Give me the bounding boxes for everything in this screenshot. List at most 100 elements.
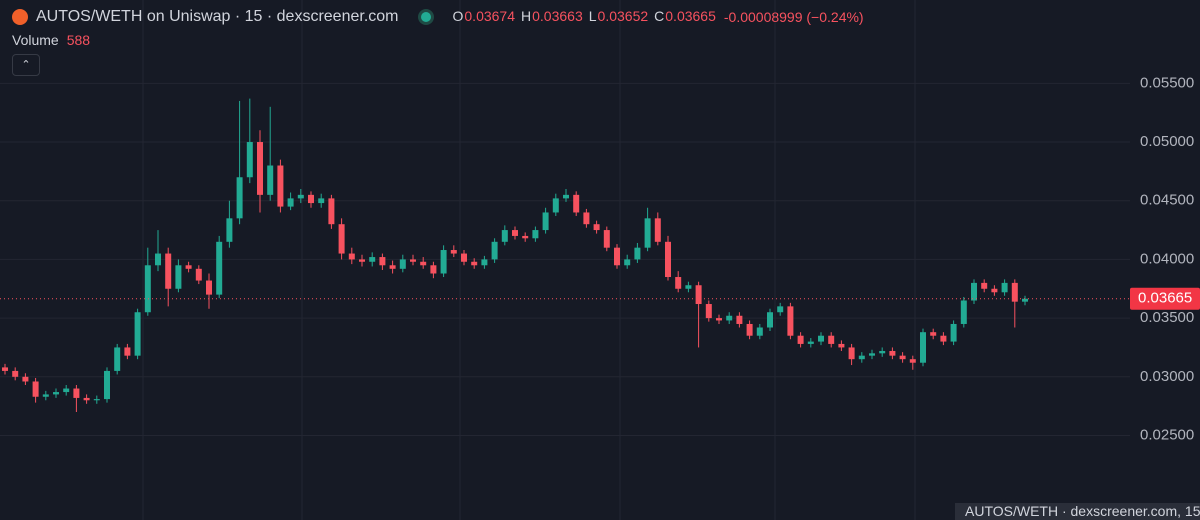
candle-body	[491, 241, 498, 260]
candle-body	[124, 347, 131, 356]
y-tick-label: 0.04000	[1140, 250, 1194, 267]
ohlc-key: O	[452, 8, 464, 24]
candle-body	[522, 235, 529, 239]
candle-body	[1022, 298, 1028, 302]
candle-body	[614, 247, 620, 266]
candle-body	[685, 285, 692, 289]
candle-body	[777, 306, 784, 313]
candle-body	[53, 392, 59, 395]
candle-body	[226, 218, 233, 242]
candle-body	[899, 355, 906, 360]
candle-body	[848, 347, 855, 360]
candle-body	[369, 257, 376, 262]
candle-body	[695, 285, 702, 305]
candle-body	[175, 265, 182, 289]
candle-body	[501, 230, 508, 242]
candle-body	[675, 277, 682, 289]
candle-body	[389, 265, 396, 269]
candle-body	[665, 241, 671, 278]
ohlc-value: 0.03665	[665, 8, 716, 24]
candle-body	[277, 165, 284, 207]
candle-body	[83, 397, 90, 401]
price-label: 0.03665	[1138, 290, 1192, 307]
candle-body	[195, 268, 202, 281]
candle-body	[573, 194, 580, 213]
candle-body	[981, 282, 988, 289]
candle-body	[348, 253, 355, 260]
ohlc-value: 0.03674	[464, 8, 515, 24]
y-tick-label: 0.05000	[1140, 133, 1194, 150]
candle-body	[2, 367, 8, 371]
collapse-button[interactable]: ⌃	[12, 54, 40, 76]
ohlc-key: C	[654, 8, 665, 24]
candle-body	[104, 370, 110, 400]
chart-title: AUTOS/WETH on Uniswap · 15 · dexscreener…	[36, 8, 399, 25]
candle-body	[450, 250, 457, 254]
candle-body	[165, 253, 172, 289]
candle-body	[787, 306, 794, 336]
token-icon	[12, 9, 28, 25]
candle-body	[155, 253, 161, 266]
candle-body	[246, 142, 253, 178]
candle-body	[471, 261, 478, 266]
ohlc-legend: O0.03674 H0.03663 L0.03652 C0.03665	[447, 8, 716, 26]
candle-body	[909, 359, 916, 363]
candle-body	[971, 282, 977, 301]
candle-body	[12, 370, 19, 377]
y-tick-label: 0.02500	[1140, 426, 1194, 443]
status-dot	[420, 12, 431, 22]
candle-body	[1001, 282, 1008, 293]
candle-body	[257, 142, 263, 195]
candle-body	[430, 265, 437, 274]
candle-body	[634, 247, 641, 260]
candle-body	[950, 323, 957, 342]
candle-body	[828, 335, 835, 344]
candle-body	[756, 327, 763, 336]
candle-body	[134, 312, 141, 356]
candle-body	[716, 318, 722, 321]
candle-body	[889, 350, 896, 356]
candle-body	[93, 399, 100, 401]
candle-body	[552, 198, 559, 213]
ohlc-key: H	[521, 8, 532, 24]
candle-body	[869, 353, 875, 356]
candle-body	[440, 250, 447, 274]
candle-body	[185, 265, 192, 269]
candle-body	[512, 230, 518, 236]
candle-body	[838, 343, 845, 348]
candle-body	[593, 224, 600, 231]
candle-body	[328, 198, 335, 225]
change: -0.00008999 (−0.24%)	[723, 9, 864, 25]
candle-body	[73, 388, 80, 398]
candle-body	[624, 259, 631, 266]
candle-body	[991, 288, 998, 293]
volume-label: Volume	[12, 32, 59, 48]
candle-body	[542, 212, 549, 231]
candle-body	[338, 224, 345, 254]
candle-body	[930, 332, 937, 336]
candle-body	[206, 280, 212, 295]
candle-body	[144, 265, 151, 313]
ohlc-key: L	[588, 8, 597, 24]
candle-body	[736, 315, 743, 324]
candle-body	[287, 198, 294, 207]
ohlc-value: 0.03663	[532, 8, 583, 24]
candle-body	[236, 177, 243, 219]
candle-body	[807, 341, 814, 344]
candle-body	[705, 304, 712, 319]
candle-body	[267, 165, 274, 195]
candle-body	[767, 312, 773, 328]
candle-body	[960, 300, 967, 324]
candle-body	[858, 355, 865, 360]
candle-body	[216, 241, 223, 295]
candle-body	[22, 376, 29, 382]
price-label-box	[1130, 287, 1200, 310]
candle-body	[879, 350, 886, 354]
watermark: AUTOS/WETH · dexscreener.com, 15	[955, 503, 1200, 520]
candle-body	[308, 194, 314, 204]
candle-body	[654, 218, 661, 242]
candle-body	[818, 335, 824, 342]
candle-body	[563, 194, 569, 199]
